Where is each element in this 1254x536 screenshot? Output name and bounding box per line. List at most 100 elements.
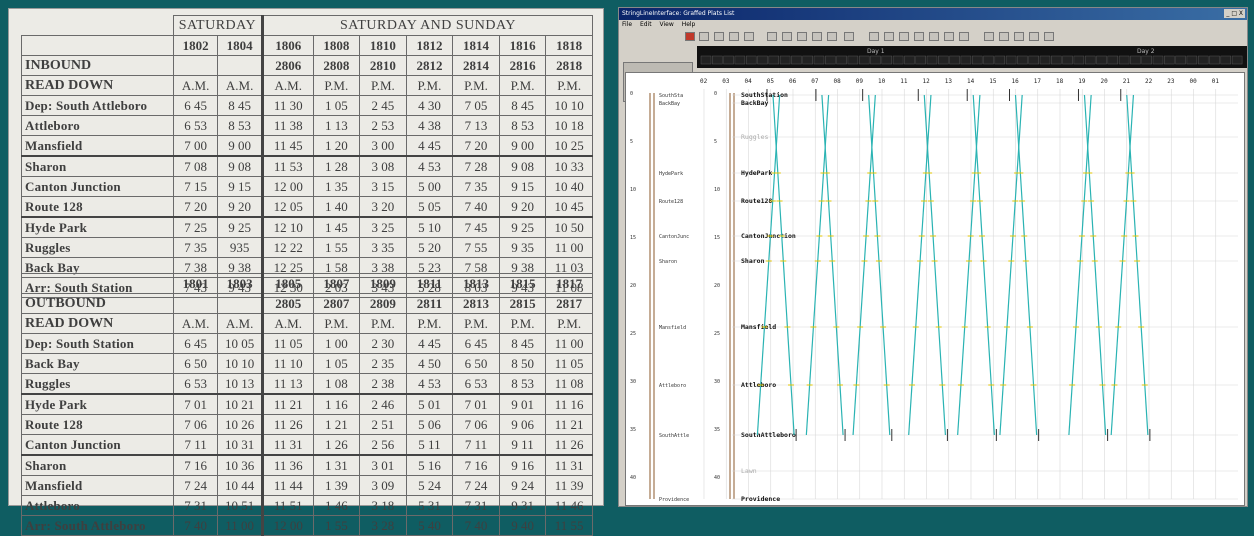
milepost-label: 40 xyxy=(714,475,720,481)
hour-cell[interactable] xyxy=(1231,55,1243,65)
stringline-graph[interactable]: 02 03 04 05 06 07 08 09 10 11 12 13 14 15 16 17 18 19 20 21… xyxy=(625,72,1245,506)
menu-help[interactable]: Help xyxy=(681,21,696,28)
toolbar-button[interactable] xyxy=(999,32,1009,41)
hour-cell[interactable] xyxy=(712,55,723,65)
hour-cell[interactable] xyxy=(836,55,847,65)
toolbar-button[interactable] xyxy=(797,32,807,41)
toolbar-button[interactable] xyxy=(767,32,777,41)
menu-edit[interactable]: Edit xyxy=(639,21,652,28)
departure-time: 9 40 xyxy=(498,515,547,536)
hour-cell[interactable] xyxy=(1175,55,1186,65)
hour-cell[interactable] xyxy=(983,55,994,65)
departure-time: 12 00 xyxy=(260,176,314,197)
inbound-train-path[interactable] xyxy=(852,94,876,436)
hour-cell[interactable] xyxy=(971,55,983,65)
inbound-train-path[interactable] xyxy=(908,94,932,436)
menu-bar: File Edit View Help xyxy=(619,20,1247,30)
toolbar-button[interactable] xyxy=(929,32,939,41)
toolbar-button[interactable] xyxy=(1044,32,1054,41)
toolbar-button[interactable] xyxy=(984,32,994,41)
train-number: 1807 xyxy=(312,273,361,294)
departure-time: 4 53 xyxy=(405,373,454,395)
hour-cell[interactable] xyxy=(813,55,825,65)
hour-cell[interactable] xyxy=(768,55,780,65)
stop-button[interactable] xyxy=(685,32,695,41)
departure-time: 1 13 xyxy=(312,115,361,136)
hour-cell[interactable] xyxy=(1130,55,1141,65)
am-pm-label: A.M. xyxy=(172,75,219,96)
hour-cell[interactable] xyxy=(870,55,881,65)
hour-cell[interactable] xyxy=(1005,55,1017,65)
departure-time: 9 08 xyxy=(217,155,263,177)
hour-cell[interactable] xyxy=(938,55,949,65)
hour-cell[interactable] xyxy=(779,55,791,65)
hour-cell[interactable] xyxy=(847,55,859,65)
hour-cell[interactable] xyxy=(1062,55,1073,65)
hour-cell[interactable] xyxy=(1197,55,1209,65)
toolbar-button[interactable] xyxy=(914,32,924,41)
hour-cell[interactable] xyxy=(881,55,893,65)
departure-time: 5 11 xyxy=(405,434,454,456)
toolbar-button[interactable] xyxy=(744,32,754,41)
hour-cell[interactable] xyxy=(892,55,904,65)
hour-cell[interactable] xyxy=(1051,55,1062,65)
hour-cell[interactable] xyxy=(1164,55,1175,65)
hour-cell[interactable] xyxy=(700,55,712,65)
hour-cell[interactable] xyxy=(791,55,802,65)
inbound-train-path[interactable] xyxy=(805,94,830,436)
hour-cell[interactable] xyxy=(1096,55,1107,65)
inbound-train-path[interactable] xyxy=(756,94,781,436)
hour-cell[interactable] xyxy=(1073,55,1085,65)
toolbar-button[interactable] xyxy=(899,32,909,41)
toolbar-button[interactable] xyxy=(959,32,969,41)
hour-cell[interactable] xyxy=(734,55,746,65)
hour-cell[interactable] xyxy=(949,55,960,65)
hour-cell[interactable] xyxy=(802,55,813,65)
hour-cell[interactable] xyxy=(904,55,915,65)
inbound-train-path[interactable] xyxy=(1068,94,1092,436)
toolbar-button[interactable] xyxy=(827,32,837,41)
toolbar-button[interactable] xyxy=(944,32,954,41)
menu-view[interactable]: View xyxy=(659,21,674,28)
departure-time: 3 01 xyxy=(359,454,407,476)
hour-cell[interactable] xyxy=(915,55,926,65)
hour-cell[interactable] xyxy=(1017,55,1028,65)
hour-cell[interactable] xyxy=(1209,55,1220,65)
hour-cell[interactable] xyxy=(926,55,938,65)
hour-cell[interactable] xyxy=(994,55,1006,65)
toolbar-button[interactable] xyxy=(869,32,879,41)
toolbar-button[interactable] xyxy=(782,32,792,41)
toolbar-button[interactable] xyxy=(729,32,739,41)
inbound-train-path[interactable] xyxy=(957,94,981,436)
toolbar-button[interactable] xyxy=(699,32,709,41)
hour-cell[interactable] xyxy=(1084,55,1096,65)
toolbar-button[interactable] xyxy=(714,32,724,41)
toolbar-button[interactable] xyxy=(1014,32,1024,41)
hour-cell[interactable] xyxy=(1107,55,1119,65)
hour-cell[interactable] xyxy=(825,55,836,65)
hour-cell[interactable] xyxy=(1118,55,1130,65)
hour-cell[interactable] xyxy=(1152,55,1164,65)
inbound-train-path[interactable] xyxy=(1110,94,1135,436)
window-title-bar[interactable]: StringLineInterface: Graffed Plats List … xyxy=(619,8,1247,20)
toolbar-button[interactable] xyxy=(1029,32,1039,41)
hour-cell[interactable] xyxy=(745,55,757,65)
toolbar-button[interactable] xyxy=(844,32,854,41)
window-controls[interactable]: _ □ X xyxy=(1224,9,1245,18)
hour-cell[interactable] xyxy=(1220,55,1232,65)
toolbar-button[interactable] xyxy=(812,32,822,41)
menu-file[interactable]: File xyxy=(622,21,633,28)
hour-cell[interactable] xyxy=(858,55,870,65)
timetable-row: Sharon 7 08 9 08 11 53 1 28 3 08 4 53 7 28 9 08 1… xyxy=(21,155,593,177)
inbound-train-path[interactable] xyxy=(999,94,1023,436)
toolbar-button[interactable] xyxy=(884,32,894,41)
departure-time: 5 31 xyxy=(405,495,454,516)
hour-cell[interactable] xyxy=(960,55,972,65)
hour-cell[interactable] xyxy=(1141,55,1152,65)
departure-time: 1 20 xyxy=(312,135,361,157)
hour-cell[interactable] xyxy=(1028,55,1039,65)
hour-cell[interactable] xyxy=(1039,55,1051,65)
hour-cell[interactable] xyxy=(1186,55,1198,65)
hour-cell[interactable] xyxy=(723,55,734,65)
hour-cell[interactable] xyxy=(757,55,768,65)
